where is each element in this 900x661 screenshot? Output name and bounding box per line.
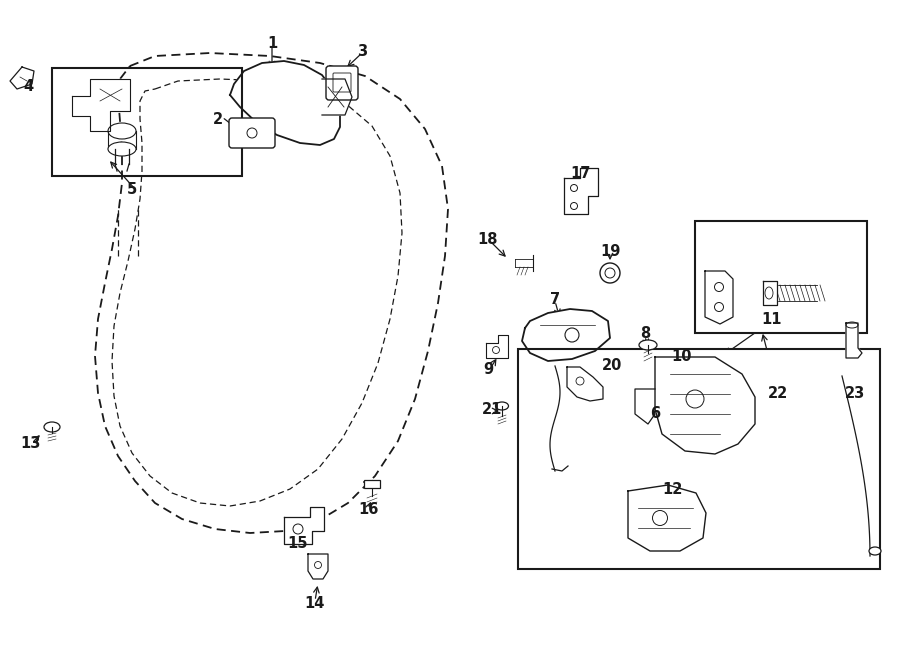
Ellipse shape	[600, 263, 620, 283]
Text: 1: 1	[267, 36, 277, 50]
Polygon shape	[284, 507, 324, 544]
Text: 18: 18	[478, 231, 499, 247]
Text: 15: 15	[288, 535, 308, 551]
Polygon shape	[628, 485, 706, 551]
Ellipse shape	[44, 422, 60, 432]
Ellipse shape	[639, 340, 657, 350]
Text: 4: 4	[22, 79, 33, 93]
Polygon shape	[308, 554, 328, 579]
Polygon shape	[705, 271, 733, 324]
Bar	[695, 221, 867, 333]
Ellipse shape	[108, 123, 136, 139]
Text: 22: 22	[768, 385, 788, 401]
Text: 7: 7	[550, 292, 560, 307]
Ellipse shape	[108, 142, 136, 156]
Text: 6: 6	[650, 405, 660, 420]
Text: 13: 13	[20, 436, 40, 451]
Ellipse shape	[869, 547, 881, 555]
Text: 17: 17	[570, 165, 590, 180]
Text: 9: 9	[483, 362, 493, 377]
Text: 12: 12	[662, 481, 682, 496]
Text: 3: 3	[357, 44, 367, 59]
Text: 23: 23	[845, 385, 865, 401]
Bar	[364, 480, 380, 488]
Polygon shape	[567, 367, 603, 401]
Polygon shape	[522, 309, 610, 361]
Polygon shape	[564, 168, 598, 214]
Text: 21: 21	[482, 401, 502, 416]
Text: 16: 16	[358, 502, 378, 516]
Polygon shape	[72, 79, 130, 131]
Polygon shape	[763, 281, 777, 305]
Polygon shape	[10, 67, 34, 89]
Ellipse shape	[673, 369, 687, 389]
Polygon shape	[846, 323, 862, 358]
Text: 5: 5	[127, 182, 137, 196]
FancyBboxPatch shape	[326, 66, 358, 100]
Ellipse shape	[496, 402, 508, 410]
Bar	[518, 349, 880, 569]
Text: 10: 10	[671, 348, 692, 364]
Polygon shape	[486, 335, 508, 358]
Text: 14: 14	[305, 596, 325, 611]
Polygon shape	[655, 357, 755, 454]
Text: 2: 2	[213, 112, 223, 126]
Text: 8: 8	[640, 325, 650, 340]
Polygon shape	[230, 61, 340, 145]
Bar	[52, 68, 242, 176]
Text: 20: 20	[602, 358, 622, 373]
Polygon shape	[322, 79, 352, 115]
Text: 11: 11	[761, 311, 782, 327]
FancyBboxPatch shape	[229, 118, 275, 148]
Polygon shape	[635, 389, 655, 424]
Text: 19: 19	[599, 243, 620, 258]
